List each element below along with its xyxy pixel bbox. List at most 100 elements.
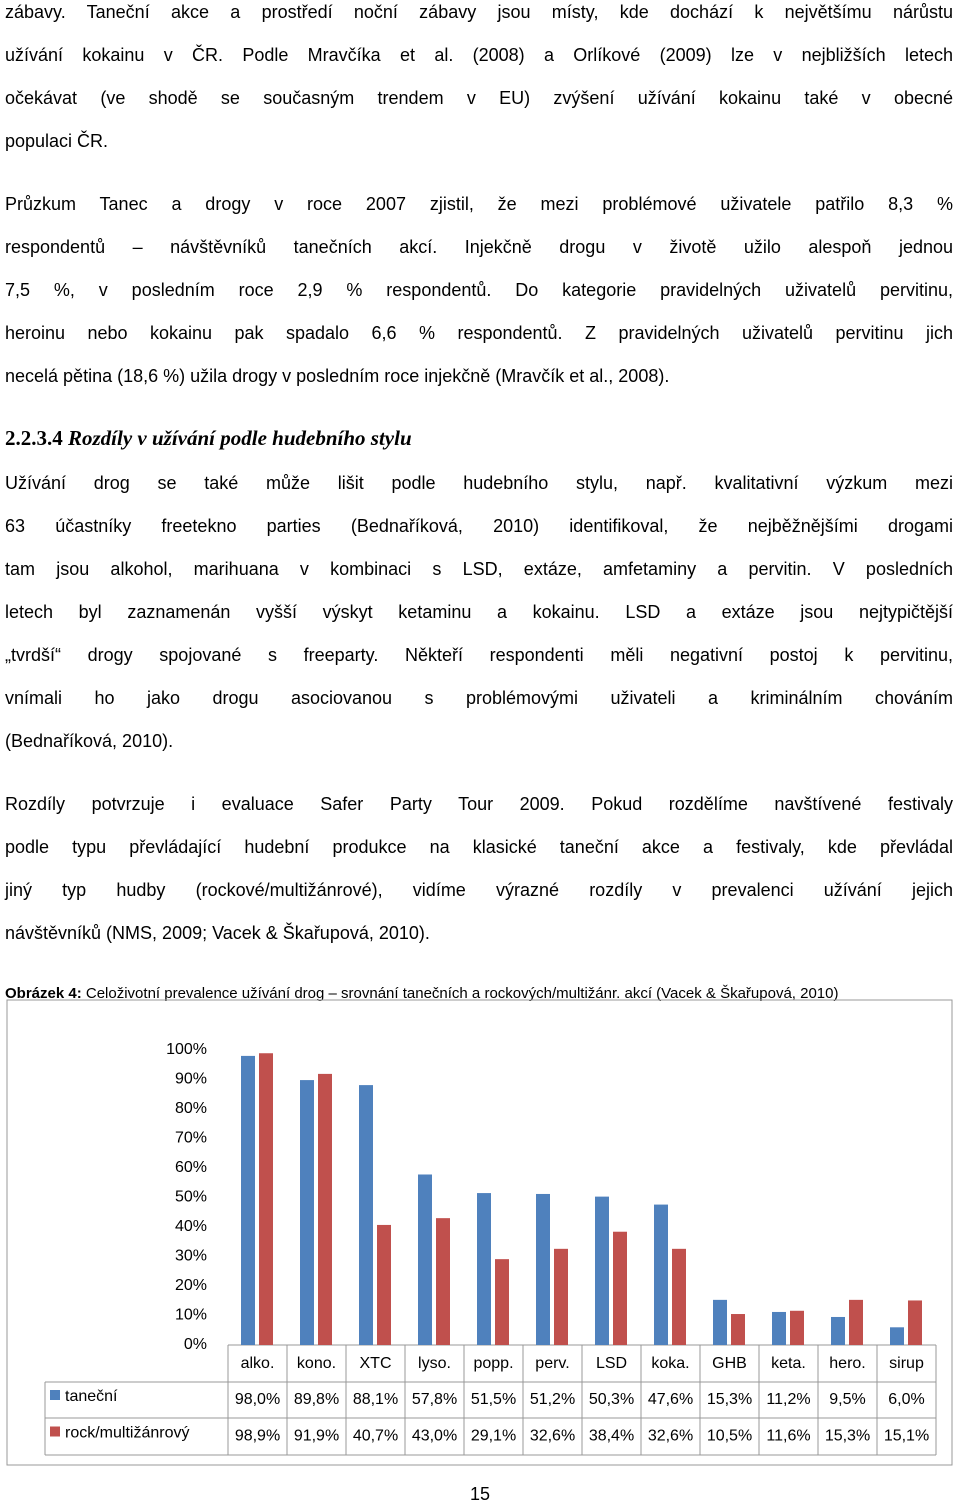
y-tick-label: 60% (175, 1159, 207, 1176)
text-line: Užívání drog se také může lišit podle hu… (5, 473, 953, 493)
bar (554, 1248, 568, 1345)
text-line: (Bednaříková, 2010). (5, 731, 174, 751)
value-label: 32,6% (530, 1428, 575, 1445)
text-line: vnímali ho jako drogu asociovanou s prob… (5, 688, 953, 708)
x-tick-label: XTC (360, 1355, 392, 1372)
text-line: Rozdíly potvrzuje i evaluace Safer Party… (5, 794, 953, 814)
value-label: 88,1% (353, 1391, 398, 1408)
legend-swatch (50, 1390, 60, 1400)
value-label: 15,3% (825, 1428, 870, 1445)
legend-swatch (50, 1426, 60, 1437)
bar (418, 1174, 432, 1345)
y-tick-label: 10% (175, 1307, 207, 1324)
x-tick-label: GHB (712, 1355, 747, 1372)
bar (654, 1204, 668, 1345)
text-line: necelá pětina (18,6 %) užila drogy v pos… (5, 366, 670, 386)
x-tick-label: kono. (297, 1355, 336, 1372)
y-tick-label: 100% (166, 1041, 207, 1058)
x-tick-label: sirup (889, 1355, 924, 1372)
y-tick-label: 20% (175, 1277, 207, 1294)
y-tick-label: 0% (184, 1336, 207, 1353)
y-tick-label: 30% (175, 1248, 207, 1265)
text-line: očekávat (ve shodě se současným trendem … (5, 87, 953, 108)
value-label: 11,2% (766, 1391, 810, 1408)
value-label: 91,9% (294, 1428, 339, 1445)
bar (908, 1300, 922, 1345)
value-label: 51,2% (530, 1391, 575, 1408)
bar (495, 1259, 509, 1345)
bar (831, 1316, 845, 1345)
caption-label: Obrázek 4: (5, 985, 82, 1002)
value-label: 98,0% (235, 1391, 280, 1408)
x-tick-label: popp. (473, 1355, 513, 1372)
legend-label: taneční (65, 1388, 118, 1405)
text-line: letech byl zaznamenán vyšší výskyt ketam… (5, 602, 953, 622)
value-label: 98,9% (235, 1428, 280, 1445)
bar (849, 1299, 863, 1345)
text-line: Průzkum Tanec a drogy v roce 2007 zjisti… (5, 194, 953, 214)
value-label: 15,3% (707, 1391, 752, 1408)
bar (477, 1193, 491, 1345)
text-line: užívání kokainu v ČR. Podle Mravčíka et … (5, 44, 953, 65)
text-line: heroinu nebo kokainu pak spadalo 6,6 % r… (5, 323, 953, 343)
x-tick-label: perv. (535, 1355, 569, 1372)
x-tick-label: lyso. (418, 1355, 451, 1372)
y-tick-label: 40% (175, 1218, 207, 1235)
value-label: 43,0% (412, 1428, 457, 1445)
text-line: tam jsou alkohol, marihuana v kombinaci … (5, 559, 953, 579)
text-line: návštěvníků (NMS, 2009; Vacek & Škařupov… (5, 923, 430, 943)
text-line: respondentů – návštěvníků tanečních akcí… (5, 237, 953, 257)
bar (436, 1218, 450, 1345)
bar (595, 1196, 609, 1345)
page-number: 15 (469, 1484, 491, 1504)
caption-text: Celoživotní prevalence užívání drog – sr… (85, 985, 839, 1002)
heading-title: Rozdíly v užívání podle hudebního stylu (68, 426, 412, 450)
bar (731, 1314, 745, 1345)
x-tick-label: hero. (829, 1355, 865, 1372)
value-label: 15,1% (884, 1428, 929, 1445)
value-label: 89,8% (294, 1391, 339, 1408)
text-line: 63 účastníky freetekno parties (Bednařík… (5, 516, 953, 536)
bar (359, 1085, 373, 1345)
value-label: 10,5% (707, 1428, 752, 1445)
bar (890, 1327, 904, 1345)
text-line: zábavy. Taneční akce a prostředí noční z… (5, 1, 953, 22)
value-label: 29,1% (471, 1428, 516, 1445)
value-label: 6,0% (888, 1391, 924, 1408)
x-tick-label: keta. (771, 1355, 806, 1372)
chart-frame (6, 999, 953, 1466)
text-line: „tvrdší“ drogy spojované s freeparty. Ně… (5, 645, 953, 665)
value-label: 57,8% (412, 1391, 457, 1408)
text-line: podle typu převládající hudební produkce… (5, 837, 953, 857)
y-tick-label: 70% (175, 1130, 207, 1147)
value-label: 50,3% (589, 1391, 634, 1408)
text-line: jiný typ hudby (rockové/multižánrové), v… (5, 880, 953, 900)
bar (318, 1073, 332, 1345)
section-heading: 2.2.3.4 Rozdíly v užívání podle hudebníh… (5, 426, 412, 451)
bar (259, 1053, 273, 1345)
bar (790, 1310, 804, 1345)
bar (241, 1055, 255, 1345)
bar (713, 1299, 727, 1345)
value-label: 32,6% (648, 1428, 693, 1445)
value-label: 51,5% (471, 1391, 516, 1408)
figure-caption: Obrázek 4: Celoživotní prevalence užíván… (5, 985, 839, 1002)
bar (377, 1224, 391, 1345)
value-label: 9,5% (829, 1391, 865, 1408)
x-tick-label: alko. (241, 1355, 275, 1372)
bar (300, 1080, 314, 1345)
heading-number: 2.2.3.4 (5, 426, 63, 450)
y-tick-label: 50% (175, 1189, 207, 1206)
text-line: populaci ČR. (5, 130, 109, 151)
value-label: 47,6% (648, 1391, 693, 1408)
y-tick-label: 90% (175, 1071, 207, 1088)
bar (536, 1193, 550, 1345)
legend-label: rock/multižánrový (65, 1425, 189, 1442)
bar (613, 1231, 627, 1345)
x-tick-label: koka. (651, 1355, 689, 1372)
bar (772, 1311, 786, 1345)
x-tick-label: LSD (596, 1355, 627, 1372)
value-label: 38,4% (589, 1428, 634, 1445)
